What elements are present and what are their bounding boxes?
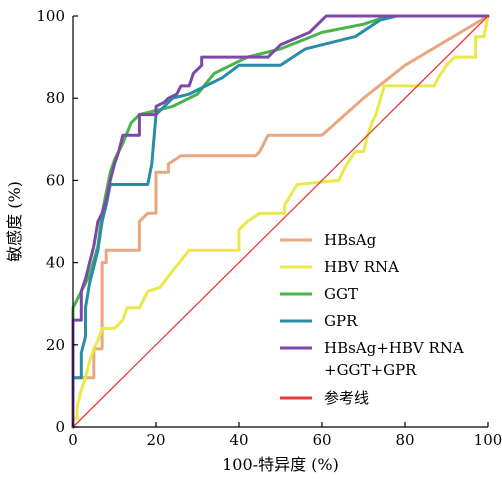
y-axis-title: 敏感度 (%) — [5, 181, 24, 262]
legend-label-5: 参考线 — [324, 389, 369, 407]
x-tick-label: 60 — [312, 431, 331, 449]
x-tick-label: 100 — [474, 431, 502, 449]
x-tick-label: 40 — [229, 431, 248, 449]
legend: HBsAg HBV RNA GGT GPR HBsAg+HBV RNA +GGT+GPR 参… — [280, 231, 464, 407]
legend-label-1: HBV RNA — [324, 258, 399, 276]
series-line-0 — [71, 14, 490, 429]
legend-label-4: +GGT+GPR — [324, 361, 417, 379]
axes — [72, 15, 489, 428]
series-line-3 — [71, 14, 490, 429]
y-tick-label: 0 — [55, 418, 65, 436]
y-tick-label: 80 — [46, 89, 65, 107]
legend-label-2: GGT — [324, 285, 358, 303]
x-tick-label: 80 — [395, 431, 414, 449]
y-tick-label: 100 — [36, 7, 65, 25]
series-line-5 — [72, 15, 489, 428]
series-line-1 — [71, 14, 490, 429]
x-axis-title: 100-特异度 (%) — [222, 455, 339, 474]
plot-lines — [71, 14, 490, 429]
x-tick-label: 20 — [146, 431, 165, 449]
y-tick-label: 60 — [46, 171, 65, 189]
y-tick-label: 20 — [46, 336, 65, 354]
series-line-4 — [71, 14, 490, 429]
tick-labels: 0 20 40 60 80 100 0 20 40 60 80 100 — [36, 7, 502, 449]
y-tick-label: 40 — [46, 254, 65, 272]
legend-label-0: HBsAg — [324, 231, 377, 249]
legend-label-3: GPR — [324, 312, 358, 330]
x-tick-label: 0 — [68, 431, 78, 449]
legend-label-4: HBsAg+HBV RNA — [324, 339, 464, 357]
